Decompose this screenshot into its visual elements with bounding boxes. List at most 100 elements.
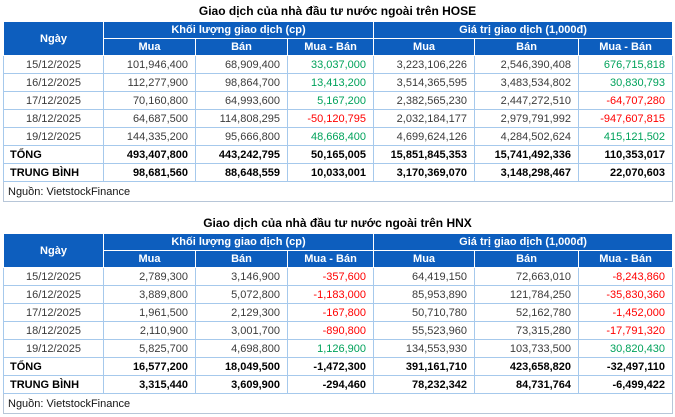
val-net-average: 22,070,603: [578, 163, 674, 182]
vol-net-cell: 33,037,000: [286, 55, 375, 74]
date-cell: 15/12/2025: [3, 267, 104, 286]
total-label: TỔNG: [3, 145, 104, 164]
vol-sell-cell: 114,808,295: [195, 109, 288, 128]
val-buy-cell: 2,032,184,177: [373, 109, 476, 128]
hose-col-header-val-sell: Bán: [474, 38, 580, 56]
val-buy-total: 15,851,845,353: [373, 145, 476, 164]
hnx-col-group-value: Giá trị giao dịch (1,000đ): [373, 233, 674, 251]
table-row: 15/12/2025 101,946,400 68,909,400 33,037…: [3, 55, 674, 74]
total-row: TỔNG 493,407,800 443,242,795 50,165,005 …: [3, 145, 674, 164]
vol-buy-average: 3,315,440: [103, 375, 196, 394]
vol-net-cell: 1,126,900: [286, 339, 375, 358]
val-sell-cell: 4,284,502,624: [474, 127, 580, 146]
vol-net-cell: -357,600: [286, 267, 375, 286]
val-sell-cell: 52,162,780: [474, 303, 580, 322]
val-sell-average: 84,731,764: [474, 375, 580, 394]
hose-col-group-volume: Khối lượng giao dịch (cp): [102, 21, 375, 39]
vol-sell-cell: 2,129,300: [195, 303, 288, 322]
val-buy-average: 78,232,342: [373, 375, 476, 394]
hose-col-header-vol-net: Mua - Bán: [286, 38, 375, 56]
date-cell: 16/12/2025: [3, 285, 104, 304]
hnx-col-header-val-net: Mua - Bán: [578, 250, 674, 268]
vol-sell-cell: 64,993,600: [195, 91, 288, 110]
val-net-total: 110,353,017: [578, 145, 674, 164]
hose-header-group-row: Ngày Khối lượng giao dịch (cp) Giá trị g…: [3, 21, 674, 56]
table-row: 19/12/2025 5,825,700 4,698,800 1,126,900…: [3, 339, 674, 358]
val-sell-total: 423,658,820: [474, 357, 580, 376]
source-note: Nguồn: VietstockFinance: [2, 181, 674, 202]
hnx-section: Giao dịch của nhà đầu tư nước ngoài trên…: [0, 212, 675, 414]
vol-net-total: 50,165,005: [286, 145, 375, 164]
total-row: TỔNG 16,577,200 18,049,500 -1,472,300 39…: [3, 357, 674, 376]
val-net-average: -6,499,422: [578, 375, 674, 394]
vol-buy-cell: 1,961,500: [103, 303, 196, 322]
vol-net-cell: -1,183,000: [286, 285, 375, 304]
vol-buy-cell: 101,946,400: [103, 55, 196, 74]
vol-buy-cell: 3,889,800: [103, 285, 196, 304]
vol-sell-cell: 3,001,700: [195, 321, 288, 340]
val-sell-cell: 3,483,534,802: [474, 73, 580, 92]
date-cell: 17/12/2025: [3, 303, 104, 322]
val-sell-cell: 2,447,272,510: [474, 91, 580, 110]
hnx-col-header-vol-net: Mua - Bán: [286, 250, 375, 268]
hose-col-header-val-buy: Mua: [373, 38, 476, 56]
table-row: 18/12/2025 2,110,900 3,001,700 -890,800 …: [3, 321, 674, 340]
val-sell-cell: 72,663,010: [474, 267, 580, 286]
val-sell-cell: 2,546,390,408: [474, 55, 580, 74]
vol-net-cell: 48,668,400: [286, 127, 375, 146]
val-sell-total: 15,741,492,336: [474, 145, 580, 164]
hnx-header-group-row: Ngày Khối lượng giao dịch (cp) Giá trị g…: [3, 233, 674, 268]
date-cell: 18/12/2025: [3, 109, 104, 128]
table-row: 18/12/2025 64,687,500 114,808,295 -50,12…: [3, 109, 674, 128]
vol-net-total: -1,472,300: [286, 357, 375, 376]
vol-buy-cell: 5,825,700: [103, 339, 196, 358]
source-note: Nguồn: VietstockFinance: [2, 393, 674, 414]
val-sell-cell: 103,733,500: [474, 339, 580, 358]
source-row: Nguồn: VietstockFinance: [2, 181, 674, 202]
vol-buy-cell: 2,789,300: [103, 267, 196, 286]
vol-net-cell: 5,167,200: [286, 91, 375, 110]
vol-buy-average: 98,681,560: [103, 163, 196, 182]
vol-buy-cell: 70,160,800: [103, 91, 196, 110]
val-net-cell: 30,830,793: [578, 73, 674, 92]
val-net-cell: 676,715,818: [578, 55, 674, 74]
table-row: 19/12/2025 144,335,200 95,666,800 48,668…: [3, 127, 674, 146]
vol-sell-cell: 3,146,900: [195, 267, 288, 286]
val-net-cell: -8,243,860: [578, 267, 674, 286]
vol-sell-cell: 5,072,800: [195, 285, 288, 304]
hose-col-header-vol-buy: Mua: [103, 38, 196, 56]
val-net-cell: 415,121,502: [578, 127, 674, 146]
vol-net-cell: -167,800: [286, 303, 375, 322]
hose-col-header-date: Ngày: [3, 21, 104, 56]
val-sell-cell: 73,315,280: [474, 321, 580, 340]
hose-col-group-value: Giá trị giao dịch (1,000đ): [373, 21, 674, 39]
vol-buy-cell: 64,687,500: [103, 109, 196, 128]
average-label: TRUNG BÌNH: [3, 163, 104, 182]
average-row: TRUNG BÌNH 98,681,560 88,648,559 10,033,…: [3, 163, 674, 182]
val-net-cell: 30,820,430: [578, 339, 674, 358]
vol-buy-total: 493,407,800: [103, 145, 196, 164]
date-cell: 19/12/2025: [3, 127, 104, 146]
hnx-col-header-vol-sell: Bán: [195, 250, 288, 268]
val-net-cell: -17,791,320: [578, 321, 674, 340]
val-buy-cell: 3,514,365,595: [373, 73, 476, 92]
vol-net-cell: 13,413,200: [286, 73, 375, 92]
vol-net-cell: -890,800: [286, 321, 375, 340]
hnx-col-header-val-buy: Mua: [373, 250, 476, 268]
hose-col-header-val-net: Mua - Bán: [578, 38, 674, 56]
date-cell: 17/12/2025: [3, 91, 104, 110]
hose-col-header-vol-sell: Bán: [195, 38, 288, 56]
val-sell-cell: 2,979,791,992: [474, 109, 580, 128]
hnx-header-sub-row: Mua Bán Mua - Bán Mua Bán Mua - Bán: [4, 250, 674, 268]
val-buy-cell: 55,523,960: [373, 321, 476, 340]
hnx-table-title: Giao dịch của nhà đầu tư nước ngoài trên…: [203, 216, 472, 230]
vol-buy-cell: 144,335,200: [103, 127, 196, 146]
table-row: 16/12/2025 112,277,900 98,864,700 13,413…: [3, 73, 674, 92]
vol-buy-cell: 2,110,900: [103, 321, 196, 340]
date-cell: 15/12/2025: [3, 55, 104, 74]
vol-buy-cell: 112,277,900: [103, 73, 196, 92]
val-buy-cell: 64,419,150: [373, 267, 476, 286]
val-net-total: -32,497,110: [578, 357, 674, 376]
table-row: 17/12/2025 70,160,800 64,993,600 5,167,2…: [3, 91, 674, 110]
vol-sell-cell: 98,864,700: [195, 73, 288, 92]
